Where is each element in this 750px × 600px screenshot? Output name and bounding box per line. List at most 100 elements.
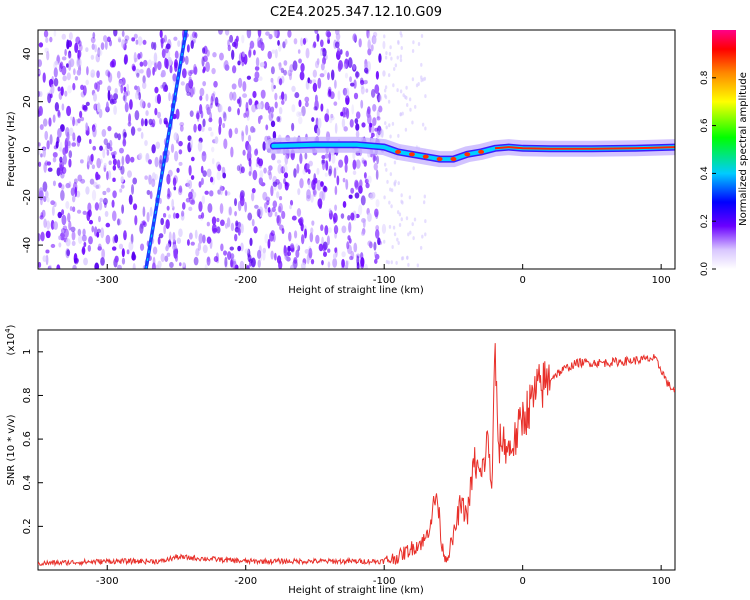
noise-cell [295,249,300,258]
noise-cell [368,241,373,249]
noise-cell [264,233,269,244]
noise-cell [123,230,127,241]
noise-cell [95,184,100,189]
colorbar-tick-label: 0.6 [700,118,710,133]
noise-cell [122,138,127,147]
noise-cell [316,167,320,175]
y-tick-label: 0 [22,146,33,152]
noise-cell [59,61,64,69]
noise-cell [113,150,117,156]
noise-cell [70,187,75,197]
x-tick-label: -100 [373,576,396,587]
noise-cell [253,77,259,83]
noise-cell [408,97,412,102]
noise-cell [123,86,127,93]
noise-cell [142,206,146,218]
noise-cell [188,76,192,82]
noise-cell [89,178,95,185]
noise-cell [375,169,379,180]
noise-cell [189,86,194,98]
noise-cell [272,181,278,187]
noise-cell [302,38,307,45]
noise-cell [393,160,397,165]
noise-cell [278,202,283,213]
noise-cell [234,127,239,135]
noise-cell [344,163,348,173]
noise-cell [258,76,263,81]
noise-cell [388,123,391,128]
noise-cell [237,60,241,66]
noise-cell [97,49,103,57]
noise-cell [49,93,53,99]
bottom-y-axis-label: SNR (10 * v/v) [6,414,17,485]
noise-cell [335,30,340,36]
noise-cell [246,112,250,121]
noise-cell [381,223,387,234]
noise-cell [311,117,315,122]
noise-cell [160,38,164,49]
noise-cell [424,94,427,99]
noise-cell [52,180,56,187]
noise-cell [234,210,237,217]
noise-cell [364,178,369,184]
y-tick-label: 40 [22,48,33,61]
noise-cell [385,51,388,56]
noise-cell [87,155,91,166]
noise-cell [146,189,151,196]
noise-cell [291,104,296,113]
noise-cell [39,124,44,130]
noise-cell [70,116,73,121]
noise-cell [298,58,302,64]
noise-cell [290,247,295,253]
noise-cell [389,45,392,50]
noise-cell [353,79,357,89]
noise-cell [173,186,177,191]
noise-cell [274,48,278,59]
noise-cell [316,127,321,137]
noise-cell [182,262,186,268]
noise-cell [317,77,322,89]
noise-cell [91,124,96,133]
noise-cell [121,257,126,265]
noise-cell [180,81,185,86]
noise-cell [364,79,368,85]
noise-cell [157,236,161,245]
noise-cell [341,225,347,234]
noise-cell [267,50,272,60]
noise-cell [120,184,125,189]
noise-cell [146,211,150,223]
noise-cell [248,157,252,167]
noise-cell [424,219,427,224]
noise-cell [211,216,217,225]
noise-cell [92,92,97,102]
noise-cell [38,190,44,201]
colorbar: 0.0 0.2 0.4 0.6 0.8 Normalized spectral ampl… [700,30,749,276]
noise-cell [211,92,216,102]
noise-cell [354,180,359,190]
noise-cell [153,52,158,63]
noise-cell [344,58,349,69]
noise-cell [103,162,107,168]
noise-cell [45,190,49,199]
noise-cell [180,210,185,217]
noise-cell [281,210,286,220]
noise-cell [377,92,381,103]
noise-cell [67,212,71,223]
noise-cell [151,172,156,182]
noise-cell [344,154,349,165]
noise-cell [45,37,49,44]
noise-cell [209,176,214,183]
noise-cell [398,223,402,228]
noise-cell [253,226,258,234]
noise-cell [270,250,274,260]
noise-cell [72,82,76,91]
noise-cell [88,138,92,145]
noise-cell [161,48,166,59]
noise-cell [202,118,206,128]
noise-cell [283,60,288,66]
noise-cell [308,247,313,259]
noise-cell [411,120,414,125]
noise-cell [240,242,244,252]
noise-cell [165,121,169,128]
noise-cell [222,111,227,119]
